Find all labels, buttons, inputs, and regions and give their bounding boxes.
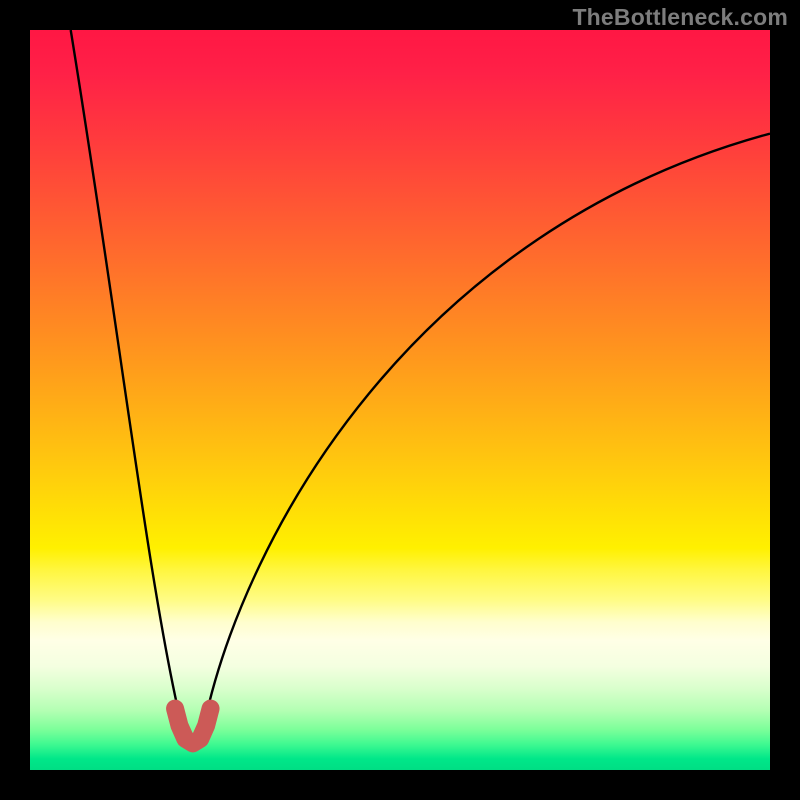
- watermark-text: TheBottleneck.com: [572, 4, 788, 31]
- gradient-background: [30, 30, 770, 770]
- chart-svg: [30, 30, 770, 770]
- plot-area: [30, 30, 770, 770]
- chart-frame: TheBottleneck.com: [0, 0, 800, 800]
